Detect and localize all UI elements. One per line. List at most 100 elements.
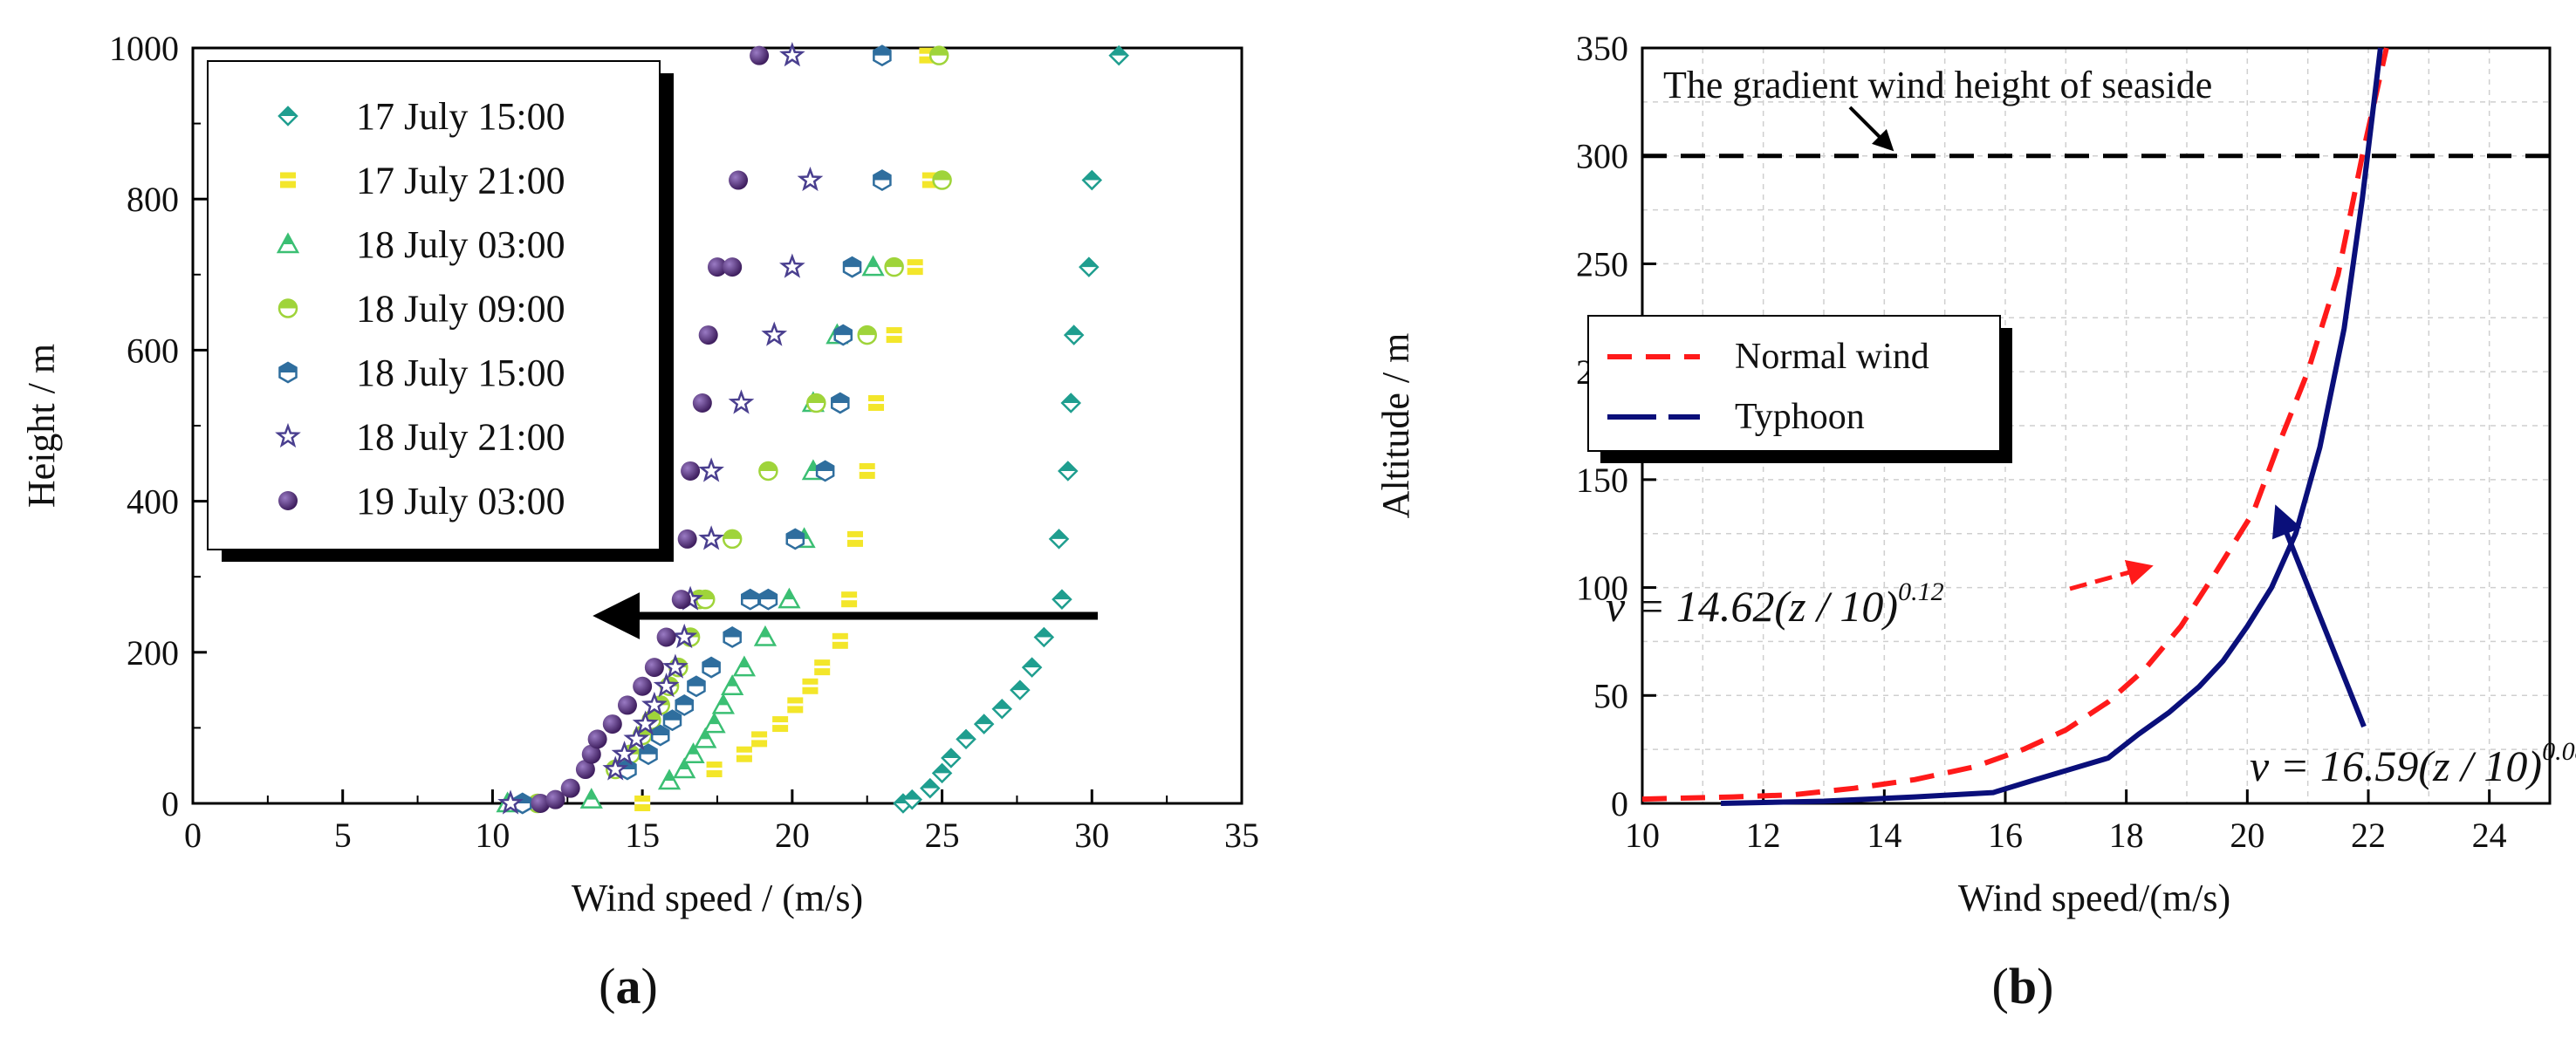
panel-a-point — [814, 659, 831, 676]
panel-a-point — [632, 710, 659, 735]
panel-a-point — [729, 170, 749, 190]
panel-a-legend: 17 July 15:00 17 July 21:00 18 July 03:00 1… — [207, 60, 674, 562]
panel-a-point — [797, 166, 824, 192]
panel-a-point — [815, 460, 835, 482]
panel-b-ytick-label: 300 — [1576, 137, 1628, 176]
panel-a-xtick-label: 35 — [1224, 816, 1259, 855]
legend-marker — [277, 106, 298, 126]
panel-a-point — [920, 777, 941, 799]
panel-a-point — [531, 794, 551, 813]
legend-label: 17 July 15:00 — [356, 95, 565, 138]
panel-a-point — [673, 757, 696, 779]
panel-b-label: (b) — [1992, 958, 2054, 1014]
normal-wind-pointer — [2069, 559, 2154, 591]
panel-a-point — [932, 170, 952, 190]
panel-a-point — [662, 709, 682, 732]
panel-a-point — [861, 255, 885, 277]
typhoon-pointer — [2271, 504, 2367, 728]
panel-a-point — [873, 44, 892, 67]
panel-b-xtick-label: 18 — [2109, 816, 2144, 855]
panel-a-point — [802, 678, 819, 694]
panel-a-point — [741, 588, 760, 611]
panel-a-point — [1079, 256, 1100, 277]
legend-label: 18 July 09:00 — [356, 288, 565, 331]
legend-label: 18 July 03:00 — [356, 223, 565, 266]
panel-a-point — [1052, 589, 1072, 610]
legend-marker — [275, 422, 301, 448]
panel-a-label: (a) — [599, 958, 658, 1014]
panel-a-point — [634, 796, 651, 811]
panel-a-point — [991, 698, 1013, 720]
panel-a-point — [723, 257, 743, 277]
panel-a-ytick-label: 800 — [127, 180, 179, 219]
panel-a-point — [708, 257, 727, 277]
panel-a-point — [1058, 461, 1079, 482]
panel-a-point — [633, 676, 653, 696]
panel-a-point — [778, 587, 801, 609]
panel-b-legend: Normal wind Typhoon — [1587, 315, 2012, 463]
panel-a-xtick-label: 25 — [925, 816, 960, 855]
panel-a-point — [831, 392, 850, 414]
panel-a-point — [698, 457, 724, 482]
panel-a-xlabel: Wind speed / (m/s) — [572, 877, 863, 919]
legend-label: 18 July 21:00 — [356, 416, 565, 459]
panel-a: 0 5 10 15 20 25 30 35 0 200 400 600 800 1000 17 July … — [20, 29, 1259, 1014]
panel-a-ytick-label: 200 — [127, 633, 179, 673]
panel-a-point — [687, 675, 706, 698]
panel-a-point — [842, 256, 862, 278]
panel-a-point — [702, 656, 721, 679]
panel-a-point — [785, 528, 805, 550]
panel-a-point — [846, 530, 863, 547]
panel-a-point — [545, 789, 565, 809]
panel-a-point — [1010, 680, 1031, 700]
panel-a-point — [587, 729, 607, 749]
panel-a-point — [787, 697, 804, 714]
panel-b-xtick-label: 16 — [1988, 816, 2023, 855]
panel-a-point — [884, 256, 904, 277]
panel-b-xtick-label: 22 — [2351, 816, 2386, 855]
panel-a-point — [706, 762, 723, 778]
panel-a-point — [639, 743, 658, 766]
panel-a-point — [662, 653, 689, 679]
panel-a-point — [832, 632, 848, 649]
panel-a-point — [728, 389, 755, 414]
panel-a-point — [868, 395, 885, 412]
panel-a-point — [833, 324, 853, 346]
panel-a-point — [779, 253, 805, 278]
legend-label: 18 July 15:00 — [356, 352, 565, 394]
panel-a-point — [758, 588, 778, 611]
panel-a-point — [671, 590, 691, 610]
panel-a-point — [1048, 529, 1070, 550]
panel-a-point — [617, 695, 637, 715]
panel-a-point — [560, 778, 580, 798]
panel-b-ylabel: Altitude / m — [1374, 333, 1417, 519]
panel-a-ytick-label: 0 — [161, 784, 179, 823]
panel-b-xtick-label: 20 — [2230, 816, 2264, 855]
panel-a-point — [758, 461, 778, 482]
panel-a-point — [644, 658, 664, 678]
panel-a-point — [650, 724, 670, 747]
panel-a-ytick-label: 600 — [127, 331, 179, 370]
panel-a-point — [751, 731, 768, 748]
panel-a-point — [941, 748, 962, 768]
panel-a-point — [682, 742, 705, 763]
panel-a-point — [857, 324, 877, 345]
panel-b: 1012141618202224050100150200250300350 Th… — [1374, 29, 2576, 1014]
panel-a-point — [841, 591, 858, 608]
panel-a-point — [671, 623, 698, 649]
normal-wind-line — [1641, 47, 2389, 803]
panel-a-point — [750, 45, 770, 65]
gradient-height-pointer — [1848, 106, 1894, 152]
panel-a-point — [859, 462, 875, 479]
legend-label: 17 July 21:00 — [356, 160, 565, 202]
panel-a-point — [736, 746, 752, 762]
panel-a-point — [711, 693, 735, 714]
panel-a-points — [496, 42, 1129, 815]
panel-b-xtick-label: 10 — [1625, 816, 1660, 855]
panel-a-point — [1021, 657, 1043, 678]
panel-b-ytick-label: 100 — [1576, 569, 1628, 608]
typhoon-equation: v = 16.59(z / 10)0.083 — [2250, 737, 2576, 790]
panel-b-grid: 1012141618202224050100150200250300350 — [1576, 29, 2551, 855]
panel-a-point — [702, 712, 726, 734]
